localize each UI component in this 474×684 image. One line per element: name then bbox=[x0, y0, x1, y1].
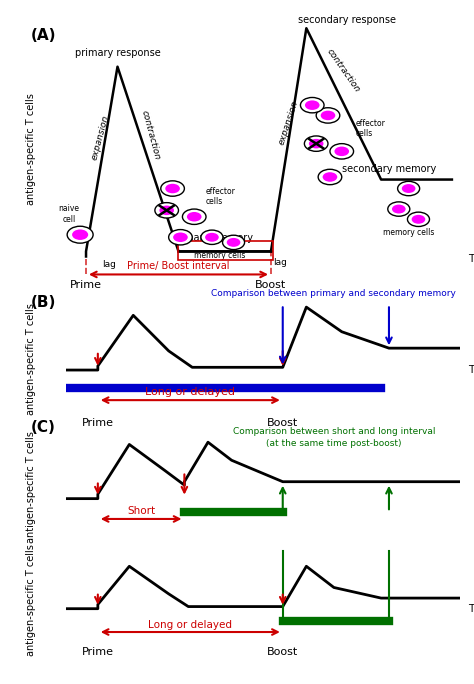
Text: primary memory: primary memory bbox=[171, 233, 253, 243]
Text: Prime: Prime bbox=[70, 280, 102, 289]
Circle shape bbox=[182, 209, 206, 224]
Circle shape bbox=[165, 184, 180, 194]
Text: contraction: contraction bbox=[325, 47, 362, 94]
Bar bbox=[179, 241, 273, 261]
Text: expansion: expansion bbox=[277, 98, 300, 146]
Text: naive
cell: naive cell bbox=[59, 205, 80, 224]
Text: antigen-specific T cells: antigen-specific T cells bbox=[26, 93, 36, 205]
Circle shape bbox=[411, 215, 425, 224]
Circle shape bbox=[309, 139, 323, 148]
Circle shape bbox=[169, 230, 192, 245]
Circle shape bbox=[318, 169, 342, 185]
Circle shape bbox=[330, 144, 354, 159]
Text: antigen-specific T cells: antigen-specific T cells bbox=[26, 432, 36, 543]
Text: memory cells: memory cells bbox=[383, 228, 434, 237]
Text: expansion: expansion bbox=[90, 114, 110, 161]
Text: (C): (C) bbox=[31, 420, 56, 434]
Text: lag: lag bbox=[273, 259, 287, 267]
Text: secondary response: secondary response bbox=[299, 15, 396, 25]
Circle shape bbox=[316, 107, 340, 123]
Circle shape bbox=[305, 101, 319, 110]
Circle shape bbox=[408, 212, 429, 226]
Text: Time: Time bbox=[468, 365, 474, 375]
Text: secondary memory: secondary memory bbox=[342, 164, 436, 174]
Text: Boost: Boost bbox=[267, 418, 298, 428]
Text: Prime/ Boost interval: Prime/ Boost interval bbox=[127, 261, 230, 272]
Circle shape bbox=[392, 205, 406, 213]
Text: Time: Time bbox=[468, 604, 474, 614]
Text: Short: Short bbox=[127, 506, 155, 516]
Text: effector
cells: effector cells bbox=[356, 118, 385, 138]
Circle shape bbox=[223, 235, 245, 250]
Circle shape bbox=[155, 202, 179, 218]
Text: Prime: Prime bbox=[82, 647, 114, 657]
Text: contraction: contraction bbox=[140, 109, 162, 161]
Text: Boost: Boost bbox=[255, 280, 287, 289]
Text: Time: Time bbox=[468, 254, 474, 264]
Circle shape bbox=[187, 212, 201, 222]
Circle shape bbox=[161, 181, 184, 196]
Text: Comparison between primary and secondary memory: Comparison between primary and secondary… bbox=[211, 289, 456, 298]
Text: memory cells: memory cells bbox=[194, 251, 246, 260]
Circle shape bbox=[321, 111, 335, 120]
Text: Comparison between short and long interval: Comparison between short and long interv… bbox=[233, 428, 435, 436]
Circle shape bbox=[398, 181, 419, 196]
Text: (at the same time post-boost): (at the same time post-boost) bbox=[266, 438, 401, 447]
Text: lag: lag bbox=[102, 260, 116, 269]
Circle shape bbox=[72, 229, 88, 240]
Text: primary response: primary response bbox=[74, 49, 160, 58]
Circle shape bbox=[205, 233, 219, 241]
Text: Long or delayed: Long or delayed bbox=[146, 386, 235, 397]
Circle shape bbox=[67, 226, 93, 244]
Text: antigen-specific T cells: antigen-specific T cells bbox=[26, 544, 36, 656]
Text: antigen-specific T cells: antigen-specific T cells bbox=[26, 303, 36, 415]
Circle shape bbox=[159, 206, 174, 215]
Text: Prime: Prime bbox=[82, 418, 114, 428]
Circle shape bbox=[173, 233, 188, 242]
Text: Long or delayed: Long or delayed bbox=[148, 620, 232, 630]
Circle shape bbox=[335, 146, 349, 156]
Circle shape bbox=[304, 136, 328, 151]
Text: (B): (B) bbox=[31, 295, 56, 310]
Text: Boost: Boost bbox=[267, 647, 298, 657]
Circle shape bbox=[201, 230, 223, 244]
Circle shape bbox=[227, 238, 240, 247]
Circle shape bbox=[402, 184, 416, 193]
Circle shape bbox=[388, 202, 410, 216]
Circle shape bbox=[323, 172, 337, 182]
Circle shape bbox=[301, 97, 324, 113]
Text: effector
cells: effector cells bbox=[206, 187, 236, 206]
Text: (A): (A) bbox=[31, 28, 56, 43]
